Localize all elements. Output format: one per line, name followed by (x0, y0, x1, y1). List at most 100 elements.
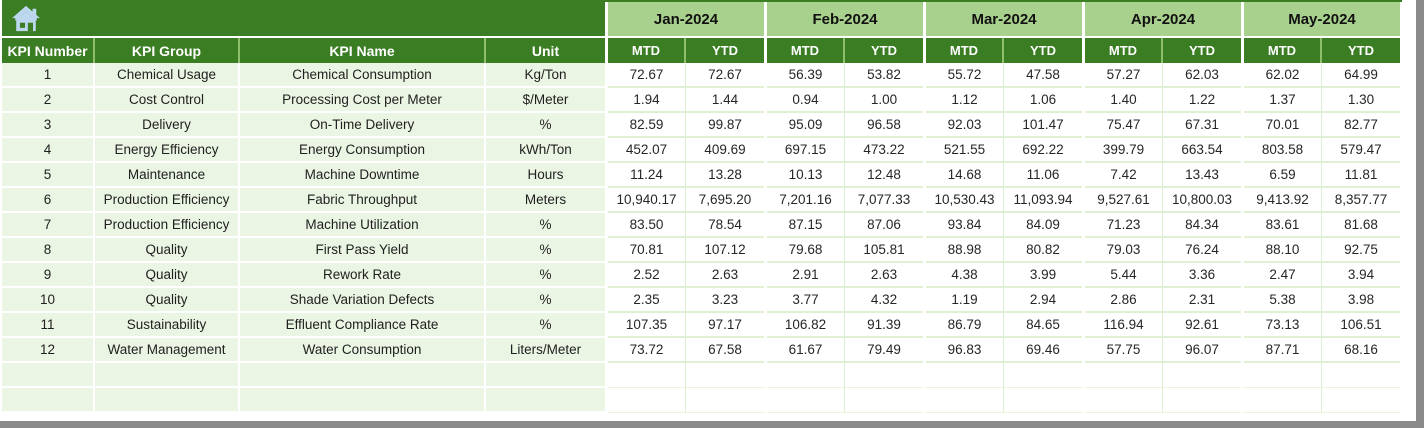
cell-value[interactable] (686, 388, 764, 413)
cell-kpi-number[interactable]: 2 (2, 88, 95, 113)
cell-value[interactable]: 97.17 (686, 313, 764, 338)
cell-value[interactable]: 1.22 (1163, 88, 1241, 113)
cell-unit[interactable]: $/Meter (486, 88, 605, 113)
cell-value[interactable]: 2.63 (686, 263, 764, 288)
cell-kpi-number[interactable] (2, 363, 95, 388)
subheader-apr-2024-mtd[interactable]: MTD (1085, 38, 1163, 63)
month-header-feb-2024[interactable]: Feb-2024 (767, 2, 923, 36)
cell-kpi-group[interactable]: Water Management (95, 338, 240, 363)
cell-kpi-name[interactable]: Shade Variation Defects (240, 288, 486, 313)
subheader-jan-2024-mtd[interactable]: MTD (608, 38, 686, 63)
cell-value[interactable]: 2.47 (1244, 263, 1322, 288)
cell-value[interactable]: 1.40 (1085, 88, 1163, 113)
subheader-may-2024-ytd[interactable]: YTD (1322, 38, 1400, 63)
cell-kpi-number[interactable]: 11 (2, 313, 95, 338)
cell-value[interactable]: 88.98 (926, 238, 1004, 263)
cell-value[interactable]: 11.06 (1004, 163, 1082, 188)
cell-value[interactable]: 14.68 (926, 163, 1004, 188)
cell-value[interactable]: 79.49 (845, 338, 923, 363)
cell-value[interactable] (1163, 388, 1241, 413)
cell-value[interactable]: 96.07 (1163, 338, 1241, 363)
cell-kpi-name[interactable]: Machine Utilization (240, 213, 486, 238)
cell-value[interactable]: 83.50 (608, 213, 686, 238)
cell-value[interactable]: 70.81 (608, 238, 686, 263)
cell-value[interactable]: 7,077.33 (845, 188, 923, 213)
cell-kpi-name[interactable]: Energy Consumption (240, 138, 486, 163)
cell-kpi-name[interactable]: Machine Downtime (240, 163, 486, 188)
cell-kpi-name[interactable]: Effluent Compliance Rate (240, 313, 486, 338)
cell-value[interactable]: 101.47 (1004, 113, 1082, 138)
cell-value[interactable]: 70.01 (1244, 113, 1322, 138)
cell-value[interactable]: 95.09 (767, 113, 845, 138)
cell-kpi-name[interactable] (240, 388, 486, 413)
cell-value[interactable] (1163, 363, 1241, 388)
subheader-jan-2024-ytd[interactable]: YTD (686, 38, 764, 63)
cell-value[interactable] (926, 363, 1004, 388)
cell-value[interactable]: 3.36 (1163, 263, 1241, 288)
cell-value[interactable]: 10,800.03 (1163, 188, 1241, 213)
cell-value[interactable]: 1.06 (1004, 88, 1082, 113)
cell-kpi-name[interactable]: First Pass Yield (240, 238, 486, 263)
cell-value[interactable] (926, 388, 1004, 413)
cell-value[interactable]: 73.13 (1244, 313, 1322, 338)
cell-kpi-number[interactable]: 12 (2, 338, 95, 363)
cell-value[interactable]: 82.59 (608, 113, 686, 138)
cell-value[interactable]: 0.94 (767, 88, 845, 113)
cell-value[interactable]: 3.94 (1322, 263, 1400, 288)
subheader-apr-2024-ytd[interactable]: YTD (1163, 38, 1241, 63)
cell-kpi-group[interactable]: Energy Efficiency (95, 138, 240, 163)
cell-value[interactable]: 93.84 (926, 213, 1004, 238)
cell-value[interactable]: 86.79 (926, 313, 1004, 338)
cell-value[interactable]: 663.54 (1163, 138, 1241, 163)
cell-kpi-number[interactable]: 9 (2, 263, 95, 288)
cell-value[interactable]: 84.09 (1004, 213, 1082, 238)
cell-value[interactable]: 82.77 (1322, 113, 1400, 138)
cell-value[interactable]: 56.39 (767, 63, 845, 88)
cell-value[interactable]: 13.43 (1163, 163, 1241, 188)
cell-unit[interactable]: % (486, 288, 605, 313)
column-header-kpi-name[interactable]: KPI Name (240, 38, 486, 63)
cell-kpi-name[interactable]: Fabric Throughput (240, 188, 486, 213)
cell-kpi-name[interactable]: On-Time Delivery (240, 113, 486, 138)
cell-unit[interactable]: Meters (486, 188, 605, 213)
cell-kpi-number[interactable]: 4 (2, 138, 95, 163)
cell-value[interactable]: 78.54 (686, 213, 764, 238)
cell-value[interactable]: 62.02 (1244, 63, 1322, 88)
cell-value[interactable]: 57.75 (1085, 338, 1163, 363)
cell-value[interactable]: 2.52 (608, 263, 686, 288)
cell-kpi-name[interactable]: Water Consumption (240, 338, 486, 363)
cell-value[interactable] (1004, 363, 1082, 388)
cell-value[interactable]: 9,527.61 (1085, 188, 1163, 213)
cell-unit[interactable]: Kg/Ton (486, 63, 605, 88)
cell-value[interactable]: 11.24 (608, 163, 686, 188)
cell-value[interactable]: 521.55 (926, 138, 1004, 163)
cell-value[interactable]: 11.81 (1322, 163, 1400, 188)
subheader-feb-2024-mtd[interactable]: MTD (767, 38, 845, 63)
cell-value[interactable]: 57.27 (1085, 63, 1163, 88)
cell-value[interactable]: 399.79 (1085, 138, 1163, 163)
cell-kpi-number[interactable] (2, 388, 95, 413)
cell-value[interactable]: 68.16 (1322, 338, 1400, 363)
cell-value[interactable]: 1.00 (845, 88, 923, 113)
cell-value[interactable]: 6.59 (1244, 163, 1322, 188)
cell-value[interactable]: 10.13 (767, 163, 845, 188)
cell-kpi-name[interactable]: Processing Cost per Meter (240, 88, 486, 113)
cell-value[interactable]: 87.06 (845, 213, 923, 238)
cell-value[interactable]: 697.15 (767, 138, 845, 163)
cell-value[interactable] (845, 388, 923, 413)
cell-unit[interactable]: % (486, 213, 605, 238)
cell-value[interactable]: 10,530.43 (926, 188, 1004, 213)
cell-value[interactable]: 1.30 (1322, 88, 1400, 113)
cell-unit[interactable]: Liters/Meter (486, 338, 605, 363)
cell-value[interactable]: 55.72 (926, 63, 1004, 88)
cell-unit[interactable]: % (486, 263, 605, 288)
cell-unit[interactable]: % (486, 113, 605, 138)
cell-value[interactable]: 3.23 (686, 288, 764, 313)
month-header-mar-2024[interactable]: Mar-2024 (926, 2, 1082, 36)
cell-value[interactable]: 79.68 (767, 238, 845, 263)
cell-value[interactable]: 81.68 (1322, 213, 1400, 238)
cell-value[interactable] (1085, 388, 1163, 413)
cell-value[interactable]: 64.99 (1322, 63, 1400, 88)
cell-value[interactable]: 7,201.16 (767, 188, 845, 213)
cell-value[interactable]: 79.03 (1085, 238, 1163, 263)
